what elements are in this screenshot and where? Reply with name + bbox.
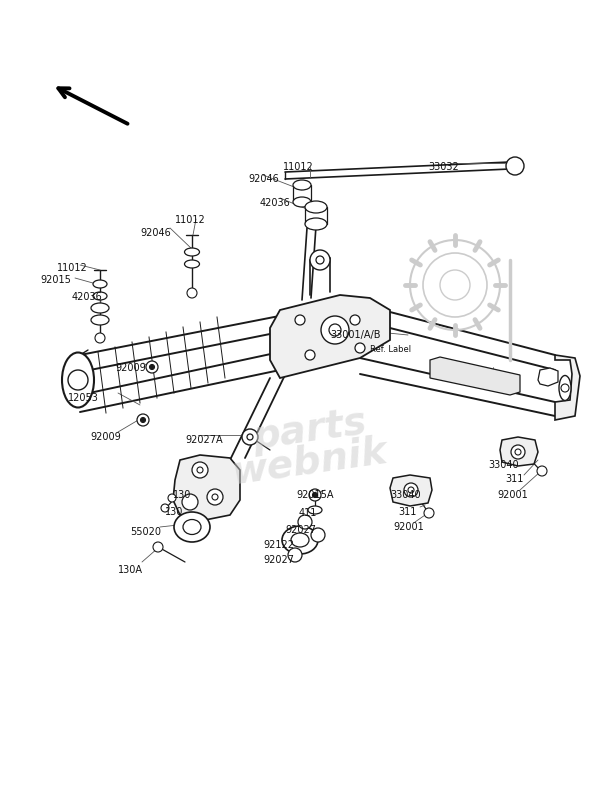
- Text: 92027: 92027: [263, 555, 294, 565]
- Circle shape: [310, 250, 330, 270]
- Circle shape: [146, 361, 158, 373]
- Text: 92015: 92015: [40, 275, 71, 285]
- Text: 92027A: 92027A: [185, 435, 223, 445]
- Text: 42036: 42036: [72, 292, 103, 302]
- Circle shape: [321, 316, 349, 344]
- Circle shape: [197, 467, 203, 473]
- Ellipse shape: [293, 197, 311, 207]
- Circle shape: [187, 288, 197, 298]
- Circle shape: [309, 489, 321, 501]
- Text: 92015A: 92015A: [296, 490, 334, 500]
- Polygon shape: [390, 475, 432, 506]
- Circle shape: [68, 370, 88, 390]
- Ellipse shape: [174, 512, 210, 542]
- Ellipse shape: [291, 533, 309, 547]
- Text: 92122: 92122: [263, 540, 294, 550]
- Circle shape: [515, 449, 521, 455]
- Polygon shape: [555, 355, 580, 420]
- Text: 12053: 12053: [68, 393, 99, 403]
- Polygon shape: [270, 295, 390, 378]
- Text: 411: 411: [299, 508, 317, 518]
- Polygon shape: [430, 357, 520, 395]
- Text: Ref. Label: Ref. Label: [370, 345, 411, 354]
- Circle shape: [207, 489, 223, 505]
- Circle shape: [192, 462, 208, 478]
- Text: 92009: 92009: [115, 363, 146, 373]
- Text: 33001/A/B: 33001/A/B: [330, 330, 380, 340]
- Circle shape: [506, 157, 524, 175]
- Ellipse shape: [308, 506, 322, 514]
- Circle shape: [182, 494, 198, 510]
- Text: 92001: 92001: [393, 522, 424, 532]
- Circle shape: [404, 483, 418, 497]
- Ellipse shape: [305, 218, 327, 230]
- Text: 130A: 130A: [118, 565, 143, 575]
- Circle shape: [137, 414, 149, 426]
- Polygon shape: [173, 455, 240, 520]
- Ellipse shape: [183, 520, 201, 535]
- Ellipse shape: [93, 280, 107, 288]
- Circle shape: [298, 515, 312, 529]
- Text: 42036: 42036: [260, 198, 291, 208]
- Ellipse shape: [62, 352, 94, 407]
- Text: 11012: 11012: [283, 162, 314, 172]
- Circle shape: [247, 434, 253, 440]
- Text: parts: parts: [250, 403, 370, 457]
- Text: 11012: 11012: [175, 215, 206, 225]
- Circle shape: [355, 343, 365, 353]
- Text: webnik: webnik: [230, 433, 391, 491]
- Ellipse shape: [185, 248, 199, 256]
- Text: 92009: 92009: [90, 432, 121, 442]
- Circle shape: [311, 528, 325, 542]
- Circle shape: [242, 429, 258, 445]
- Circle shape: [511, 445, 525, 459]
- Circle shape: [350, 315, 360, 325]
- Circle shape: [288, 548, 302, 562]
- Circle shape: [161, 504, 169, 512]
- Text: 311: 311: [398, 507, 416, 517]
- Circle shape: [295, 315, 305, 325]
- Ellipse shape: [305, 201, 327, 213]
- Circle shape: [561, 384, 569, 392]
- Circle shape: [305, 350, 315, 360]
- Circle shape: [408, 487, 414, 493]
- Text: 311: 311: [505, 474, 523, 484]
- Text: 33040: 33040: [488, 460, 518, 470]
- Text: 92046: 92046: [248, 174, 279, 184]
- Ellipse shape: [282, 526, 318, 554]
- Polygon shape: [538, 368, 558, 386]
- Circle shape: [316, 256, 324, 264]
- Ellipse shape: [91, 315, 109, 325]
- Circle shape: [537, 466, 547, 476]
- Text: 33032: 33032: [428, 162, 459, 172]
- Text: 33040: 33040: [390, 490, 421, 500]
- Circle shape: [149, 364, 155, 370]
- Text: 55020: 55020: [130, 527, 161, 537]
- Text: 130: 130: [165, 507, 184, 517]
- Ellipse shape: [293, 180, 311, 190]
- Circle shape: [140, 418, 146, 422]
- Ellipse shape: [185, 260, 199, 268]
- Polygon shape: [500, 437, 538, 466]
- Text: 11012: 11012: [57, 263, 88, 273]
- Circle shape: [95, 333, 105, 343]
- Text: 92001: 92001: [497, 490, 528, 500]
- Ellipse shape: [93, 292, 107, 300]
- Ellipse shape: [91, 303, 109, 313]
- Circle shape: [168, 494, 176, 502]
- Circle shape: [424, 508, 434, 518]
- Text: 92027: 92027: [285, 525, 316, 535]
- Circle shape: [313, 492, 317, 498]
- Circle shape: [329, 324, 341, 336]
- Text: 130: 130: [173, 490, 191, 500]
- Circle shape: [153, 542, 163, 552]
- Text: 92046: 92046: [140, 228, 171, 238]
- Circle shape: [212, 494, 218, 500]
- Ellipse shape: [559, 375, 571, 400]
